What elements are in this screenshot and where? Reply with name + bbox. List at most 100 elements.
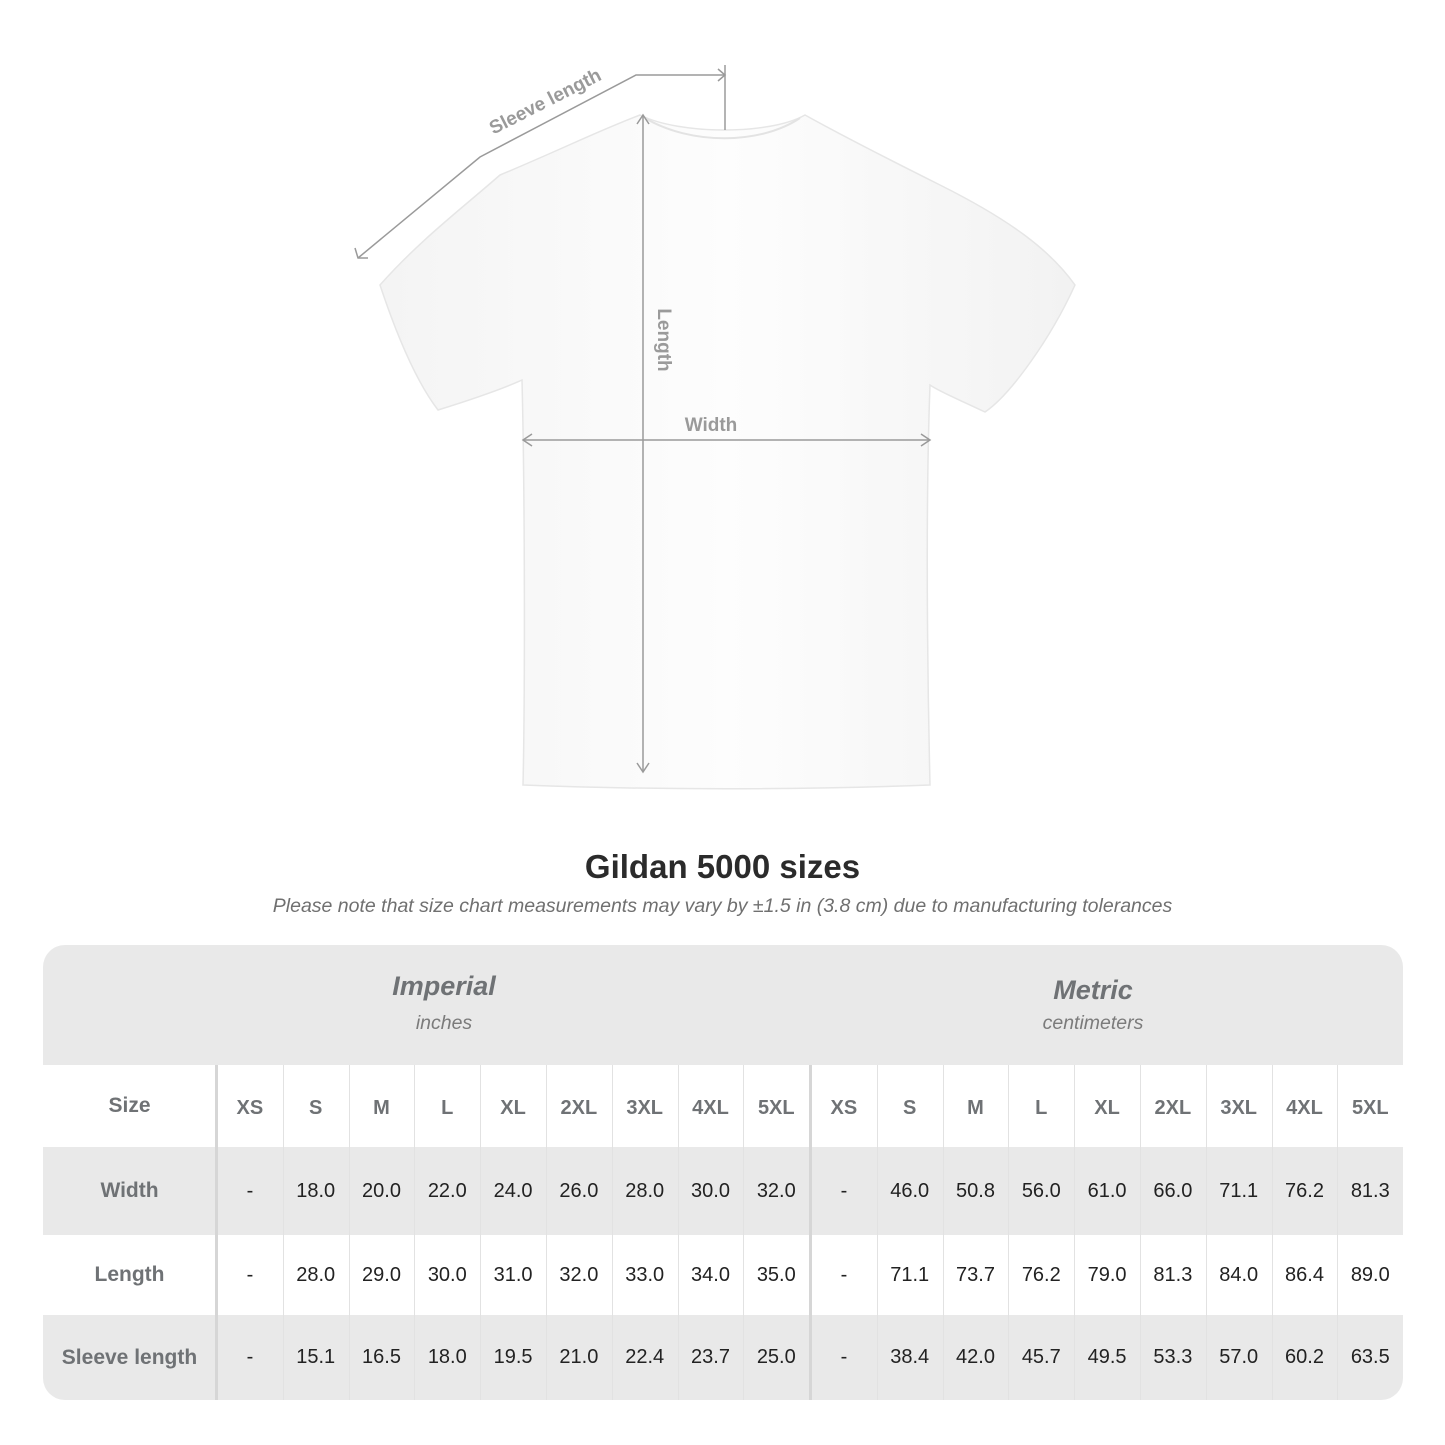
column-divider	[480, 1065, 482, 1400]
column-divider	[942, 1065, 944, 1400]
imperial-value-cell: -	[246, 1179, 254, 1202]
metric-value-cell: 46.0	[890, 1179, 930, 1202]
size-column-header: XL	[1094, 1096, 1120, 1119]
imperial-value-cell: 26.0	[559, 1179, 599, 1202]
metric-unit: centimeters	[1042, 1012, 1144, 1034]
column-divider	[215, 1065, 218, 1400]
column-divider	[876, 1065, 878, 1400]
metric-value-cell: 63.5	[1350, 1346, 1390, 1368]
size-column-header: XS	[236, 1096, 264, 1119]
size-column-header: L	[1035, 1096, 1048, 1119]
imperial-value-cell: 30.0	[691, 1179, 730, 1202]
header-band	[43, 945, 1403, 1065]
size-column-header: 4XL	[692, 1096, 729, 1119]
size-column-header: 4XL	[1286, 1096, 1323, 1119]
width-label: Width	[685, 415, 738, 436]
imperial-value-cell: 24.0	[493, 1179, 533, 1202]
imperial-title: Imperial	[392, 971, 496, 1001]
row-band	[43, 1147, 1403, 1235]
metric-value-cell: -	[840, 1346, 848, 1368]
metric-value-cell: 81.3	[1350, 1179, 1390, 1202]
imperial-value-cell: 34.0	[691, 1263, 730, 1286]
metric-value-cell: 79.0	[1087, 1263, 1127, 1286]
imperial-value-cell: 16.5	[362, 1346, 401, 1368]
size-column-header: S	[309, 1096, 323, 1119]
row-label-sleeve-length: Sleeve length	[61, 1345, 198, 1369]
metric-value-cell: 42.0	[956, 1346, 995, 1368]
imperial-value-cell: 28.0	[625, 1179, 665, 1202]
tolerance-note: Please note that size chart measurements…	[272, 895, 1173, 917]
size-table: Imperial inches Metric centimeters Size X…	[43, 945, 1403, 1400]
column-divider	[1074, 1065, 1076, 1400]
imperial-value-cell: 19.5	[493, 1346, 533, 1368]
imperial-unit: inches	[415, 1012, 473, 1034]
metric-value-cell: 61.0	[1087, 1179, 1127, 1202]
metric-value-cell: 76.2	[1021, 1263, 1061, 1286]
metric-value-cell: 49.5	[1087, 1346, 1127, 1368]
metric-value-cell: 60.2	[1285, 1346, 1324, 1368]
metric-value-cell: 86.4	[1285, 1263, 1324, 1286]
imperial-value-cell: 15.1	[296, 1346, 336, 1368]
imperial-value-cell: 21.0	[559, 1346, 599, 1368]
metric-value-cell: 71.1	[890, 1263, 930, 1286]
imperial-value-cell: 30.0	[427, 1263, 467, 1286]
metric-value-cell: 50.8	[956, 1179, 995, 1202]
size-column-header: M	[967, 1096, 984, 1119]
metric-value-cell: 38.4	[890, 1346, 930, 1368]
imperial-value-cell: 22.4	[625, 1346, 665, 1368]
imperial-value-cell: 25.0	[756, 1346, 796, 1368]
column-divider	[1140, 1065, 1141, 1400]
size-column-header: 3XL	[626, 1096, 664, 1119]
column-divider	[809, 1065, 812, 1400]
imperial-value-cell: 32.0	[559, 1263, 599, 1286]
column-divider	[677, 1065, 679, 1400]
metric-value-cell: 84.0	[1219, 1263, 1259, 1286]
tshirt-diagram: Sleeve length Length Width	[354, 65, 1076, 790]
imperial-value-cell: 28.0	[296, 1263, 336, 1286]
metric-value-cell: -	[840, 1179, 848, 1202]
column-divider	[1271, 1065, 1273, 1400]
sleeve-length-line	[357, 74, 725, 259]
metric-value-cell: 89.0	[1350, 1263, 1390, 1286]
metric-value-cell: 57.0	[1219, 1346, 1259, 1368]
row-label-length: Length	[94, 1263, 165, 1286]
size-column-header: XL	[500, 1096, 526, 1119]
tshirt-image	[379, 114, 1076, 790]
metric-value-cell: 66.0	[1153, 1179, 1193, 1202]
length-label: Length	[653, 308, 674, 371]
row-label-width: Width	[100, 1179, 159, 1202]
page-title: Gildan 5000 sizes	[584, 848, 861, 885]
column-divider	[1337, 1065, 1339, 1400]
metric-value-cell: 81.3	[1153, 1263, 1193, 1286]
metric-value-cell: 73.7	[956, 1263, 995, 1286]
imperial-value-cell: 18.0	[427, 1346, 467, 1368]
column-divider	[743, 1065, 745, 1400]
column-divider	[282, 1065, 284, 1400]
size-column-header: 5XL	[1351, 1096, 1389, 1119]
column-divider	[348, 1065, 350, 1400]
size-column-header: 2XL	[1154, 1096, 1192, 1119]
measurement-lines	[354, 65, 932, 774]
imperial-value-cell: 33.0	[625, 1263, 665, 1286]
column-divider	[611, 1065, 613, 1400]
imperial-value-cell: 31.0	[493, 1263, 533, 1286]
column-divider	[546, 1065, 547, 1400]
metric-title: Metric	[1053, 975, 1133, 1005]
column-divider	[414, 1065, 416, 1400]
metric-value-cell: -	[840, 1263, 848, 1286]
imperial-value-cell: 35.0	[756, 1263, 796, 1286]
imperial-value-cell: 29.0	[362, 1263, 401, 1286]
size-column-header: 2XL	[560, 1096, 598, 1119]
size-column-header: S	[903, 1096, 917, 1119]
imperial-value-cell: -	[246, 1346, 254, 1368]
size-header: Size	[108, 1094, 151, 1117]
row-band	[43, 1315, 1403, 1400]
size-column-header: XS	[830, 1096, 858, 1119]
imperial-value-cell: 22.0	[427, 1179, 467, 1202]
metric-value-cell: 56.0	[1021, 1179, 1061, 1202]
metric-value-cell: 45.7	[1021, 1346, 1061, 1368]
metric-value-cell: 53.3	[1153, 1346, 1193, 1368]
metric-value-cell: 71.1	[1219, 1179, 1259, 1202]
size-column-header: L	[441, 1096, 454, 1119]
size-column-header: 3XL	[1220, 1096, 1258, 1119]
